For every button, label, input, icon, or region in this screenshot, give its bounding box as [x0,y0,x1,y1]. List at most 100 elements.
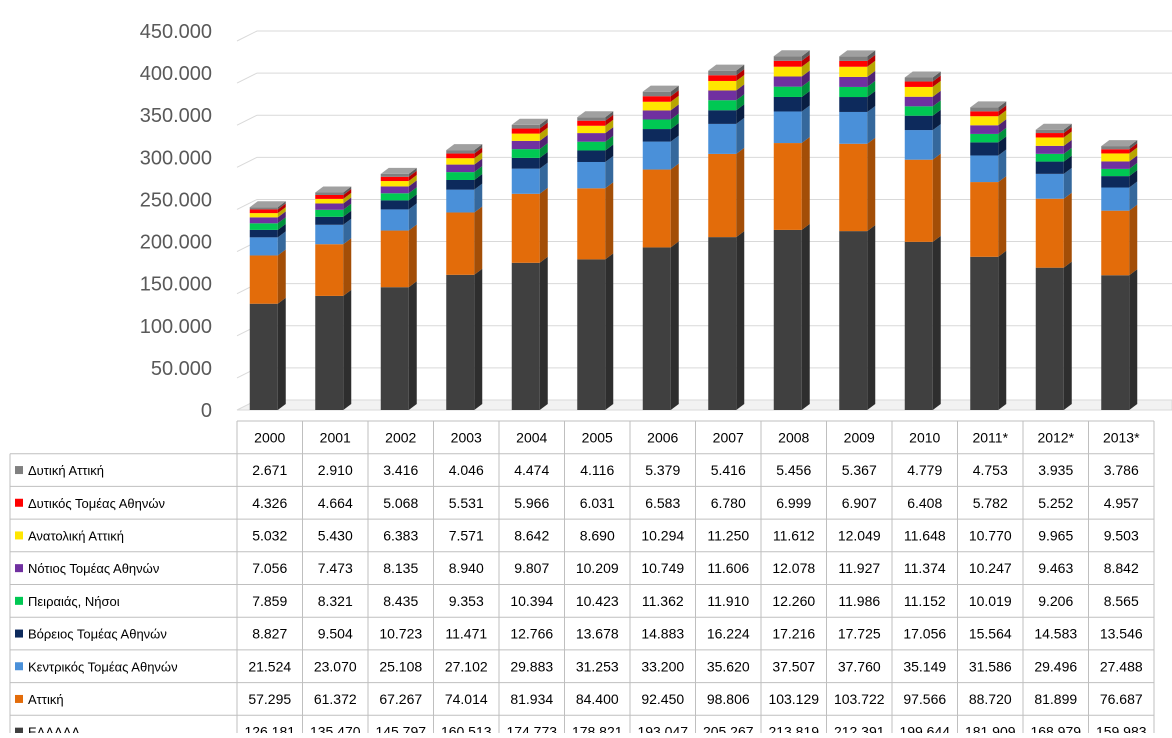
table-data-value: 8.642 [514,527,549,543]
bar-segment-side [1063,261,1072,410]
table-data-value: 3.416 [383,462,418,478]
bar-segment-front [708,70,737,76]
bar-top-face [970,101,1007,108]
bar-segment-side [736,104,745,124]
bar-segment-front [380,193,409,201]
bar-top-face [1101,140,1138,147]
bar-segment-front [1035,198,1064,268]
gridline [236,156,1172,168]
bar-segment-side [867,105,876,144]
y-tick-label: 50.000 [151,358,212,380]
bar-segment-side [277,223,286,238]
bar-segment-side [1129,204,1138,276]
y-tick-label: 450.000 [140,21,212,43]
bar-segment-front [773,143,802,230]
bar-segment-side [277,203,286,214]
table-data-value: 8.435 [383,593,418,609]
bar-segment-front [642,91,671,97]
bar-segment-side [408,203,417,231]
table-data-value: 11.910 [707,593,749,609]
table-data-value: 4.779 [907,462,942,478]
table-data-value: 5.416 [711,462,746,478]
table-data-value: 25.108 [379,658,422,674]
gridline [236,30,1172,42]
bar-segment-front [249,207,278,210]
table-data-value: 10.209 [576,560,619,576]
table-data-value: 3.935 [1038,462,1073,478]
legend-swatch [15,564,23,573]
x-category-label: 2013* [1103,429,1140,445]
bar-segment-front [904,130,933,160]
table-data-value: 7.571 [449,527,484,543]
bar-segment-side [605,119,614,134]
table-data-value: 6.031 [580,495,615,511]
table-data-value: 31.586 [969,658,1012,674]
legend-series-name: Αττική [28,692,64,707]
bar-segment-side [867,225,876,410]
bar-segment-side [998,127,1007,143]
x-category-label: 2011* [972,429,1008,445]
bar-segment-front [773,66,802,77]
bar-segment-front [249,213,278,218]
table-data-value: 33.200 [641,658,684,674]
bar-segment-side [736,64,745,76]
table-data-value: 84.400 [576,691,619,707]
bar-segment-front [380,176,409,182]
x-category-label: 2003 [451,429,482,445]
legend-series-name: Δυτικός Τομέας Αθηνών [28,496,165,511]
bar-segment-side [670,123,679,142]
bar-segment-front [773,60,802,67]
bar-segment-side [474,206,483,275]
table-data-value: 8.842 [1104,560,1139,576]
bar-segment-side [1129,181,1138,211]
table-data-value: 2.910 [318,462,353,478]
table-data-value: 16.224 [707,626,750,642]
bar-segment-side [932,75,941,87]
bar-segment-front [773,86,802,97]
bar-segment-front [1101,176,1130,188]
bar-segment-side [998,105,1007,117]
bar-segment-side [539,143,548,158]
bar-segment-front [446,189,475,213]
bar-segment-side [670,95,679,111]
table-data-value: 8.321 [318,593,353,609]
table-data-value: 10.423 [576,593,619,609]
bar-segment-front [642,110,671,120]
table-data-value: 10.019 [969,593,1012,609]
bar-segment-side [277,211,286,224]
table-data-value: 6.780 [711,495,746,511]
table-data-value: 160.513 [441,724,492,733]
table-data-value: 9.353 [449,593,484,609]
bar-segment-side [539,127,548,141]
bar-segment-side [932,80,941,97]
bar-segment-side [343,188,352,199]
bar-segment-side [474,158,483,173]
bar-segment-front [1035,145,1064,154]
legend-series-name: Ανατολική Αττική [28,528,124,543]
legend-series-name: Δυτική Αττική [28,463,104,478]
table-data-value: 10.247 [969,560,1012,576]
y-tick-label: 300.000 [140,147,212,169]
table-data-value: 37.760 [838,658,881,674]
gridline [236,367,1172,379]
bar-segment-side [867,137,876,232]
table-data-value: 168.979 [1030,724,1081,733]
bar-segment-front [839,86,868,98]
bar-top-face [511,118,548,125]
bar-segment-front [1101,161,1130,169]
table-data-value: 67.267 [379,691,422,707]
bar-segment-side [408,170,417,182]
table-data-value: 12.078 [772,560,815,576]
bar-segment-side [474,152,483,165]
gridline [236,241,1172,253]
bar-segment-side [867,50,876,61]
table-data-value: 10.770 [969,527,1012,543]
bar-segment-front [511,128,540,134]
bar-segment-front [708,100,737,111]
table-data-value: 8.940 [449,560,484,576]
bar-segment-front [839,143,868,232]
bar-segment-front [511,140,540,150]
bar-segment-side [408,281,417,410]
bar-segment-side [343,289,352,410]
x-category-label: 2008 [778,429,809,445]
